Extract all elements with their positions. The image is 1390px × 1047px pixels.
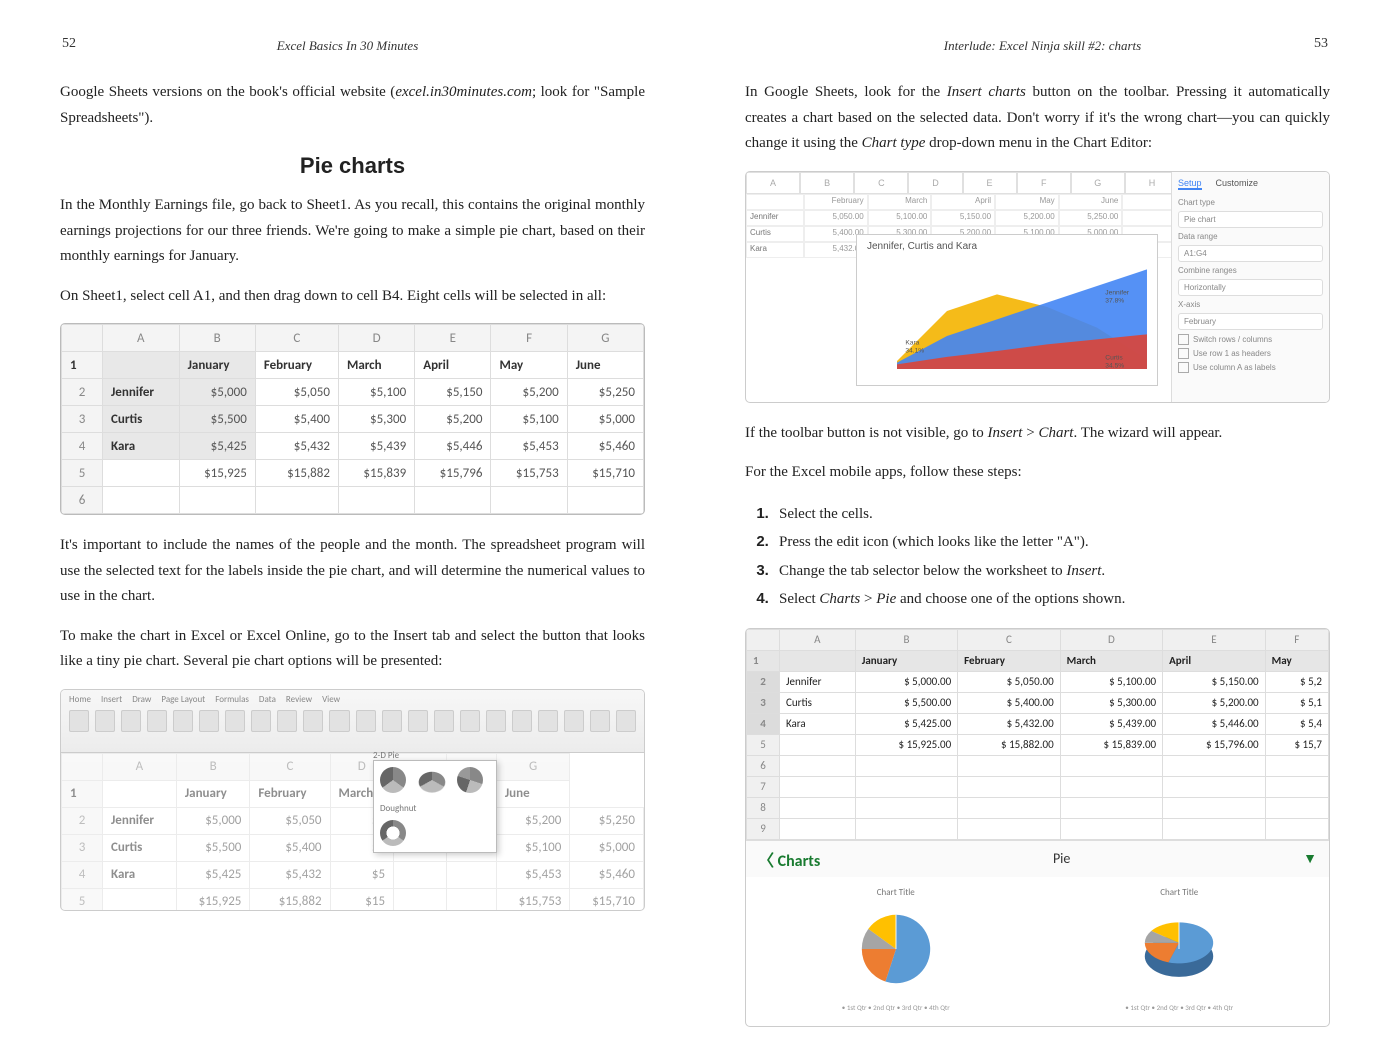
svg-text:34.5%: 34.5% (1105, 362, 1124, 369)
svg-text:Jennifer: Jennifer (1105, 289, 1129, 296)
gs-chart-type-field[interactable]: Pie chart (1178, 211, 1323, 228)
gs-chart-title: Jennifer, Curtis and Kara (867, 241, 1157, 252)
left-p4: To make the chart in Excel or Excel Onli… (60, 624, 645, 675)
google-sheets-chart-editor-screenshot: ABCDEFGH FebruaryMarchAprilMayJuneJennif… (745, 171, 1330, 403)
pie-of-pie-icon[interactable] (457, 767, 483, 793)
right-p1: In Google Sheets, look for the Insert ch… (745, 80, 1330, 157)
gs-data-range-field[interactable]: A1:G4 (1178, 245, 1323, 262)
svg-text:34.1%: 34.1% (905, 347, 924, 354)
gs-chart-editor-panel[interactable]: Setup Customize Chart type Pie chart Dat… (1171, 172, 1329, 402)
left-p2: On Sheet1, select cell A1, and then drag… (60, 284, 645, 310)
mobile-pie-option-1[interactable]: Chart Title • 1st Qtr • 2nd Qtr • 3rd Qt… (771, 887, 1020, 1012)
pie-3d-icon[interactable] (415, 771, 448, 792)
running-head-right: Interlude: Excel Ninja skill #2: charts (695, 38, 1390, 54)
mobile-title-pie: Pie (1053, 850, 1070, 867)
mobile-back-charts[interactable]: 〈 Charts (758, 847, 820, 871)
left-p1: In the Monthly Earnings file, go back to… (60, 193, 645, 270)
gs-editor-tab-setup[interactable]: Setup (1178, 178, 1202, 190)
left-p3: It's important to include the names of t… (60, 533, 645, 610)
spreadsheet-selection: ABCDEFG1JanuaryFebruaryMarchAprilMayJune… (60, 323, 645, 515)
page-left: 52 Excel Basics In 30 Minutes Google She… (0, 0, 695, 1047)
pie-popup-label-bot: Doughnut (380, 803, 490, 814)
gs-editor-tab-customize[interactable]: Customize (1216, 178, 1259, 190)
svg-text:Kara: Kara (905, 339, 919, 346)
mobile-steps-list: Select the cells.Press the edit icon (wh… (773, 500, 1330, 614)
page-right: 53 Interlude: Excel Ninja skill #2: char… (695, 0, 1390, 1047)
pie-chart-popup[interactable]: Doughnut (373, 760, 497, 853)
excel-mobile-screenshot: ABCDEF1JanuaryFebruaryMarchAprilMay2Jenn… (745, 628, 1330, 1027)
mobile-dropdown-icon[interactable]: ▼ (1303, 850, 1317, 867)
left-intro: Google Sheets versions on the book's off… (60, 80, 645, 131)
svg-text:37.8%: 37.8% (1105, 297, 1124, 304)
excel-ribbon-screenshot: HomeInsertDrawPage LayoutFormulasDataRev… (60, 689, 645, 911)
doughnut-icon[interactable] (380, 820, 406, 846)
running-head-left: Excel Basics In 30 Minutes (0, 38, 695, 54)
mobile-pie-option-2[interactable]: Chart Title • 1st Qtr • 2nd Qtr • 3rd Qt… (1055, 887, 1304, 1012)
pie-2d-icon[interactable] (380, 767, 406, 793)
svg-text:Curtis: Curtis (1105, 354, 1123, 361)
gs-combine-field[interactable]: Horizontally (1178, 279, 1323, 296)
right-p2: If the toolbar button is not visible, go… (745, 421, 1330, 447)
heading-pie-charts: Pie charts (60, 153, 645, 179)
gs-embedded-chart[interactable]: Jennifer, Curtis and Kara Kara34.1% Jenni… (856, 234, 1158, 386)
gs-xaxis-field[interactable]: February (1178, 313, 1323, 330)
right-p3: For the Excel mobile apps, follow these … (745, 460, 1330, 486)
